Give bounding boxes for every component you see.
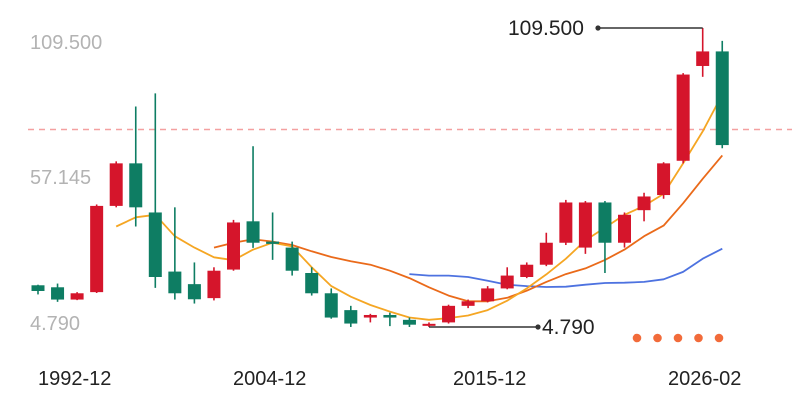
- ma-long-line: [409, 247, 723, 288]
- x-tick-label-1992-12: 1992-12: [38, 368, 111, 390]
- candle-2: [70, 292, 84, 301]
- candle-body: [520, 264, 534, 278]
- candle-10: [227, 219, 240, 271]
- candle-20: [422, 322, 436, 327]
- candle-body: [696, 51, 710, 66]
- pagination-dot-2[interactable]: [653, 333, 662, 343]
- candle-body: [168, 271, 182, 294]
- candle-body: [285, 247, 299, 271]
- candle-body: [383, 314, 397, 318]
- candle-body: [422, 323, 436, 326]
- candle-body: [657, 163, 671, 196]
- candle-4: [109, 161, 123, 208]
- candle-body: [148, 212, 162, 278]
- candle-body: [305, 273, 319, 294]
- candle-body: [31, 285, 45, 291]
- candle-3: [90, 204, 104, 293]
- y-tick-label-mid: 57.145: [30, 167, 91, 189]
- candle-22: [461, 299, 475, 309]
- candle-body: [618, 214, 631, 243]
- candle-27: [559, 199, 573, 246]
- candle-18: [383, 312, 397, 327]
- candle-11: [246, 146, 260, 248]
- candle-body: [90, 205, 104, 293]
- candle-28: [578, 201, 592, 254]
- candle-body: [227, 222, 240, 270]
- candle-25: [520, 262, 534, 279]
- candle-body: [324, 293, 338, 318]
- candle-16: [344, 305, 358, 327]
- candle-5: [129, 106, 143, 227]
- candle-body: [363, 314, 377, 318]
- x-tick-label-2026-02: 2026-02: [668, 368, 741, 390]
- candle-31: [637, 192, 651, 222]
- labels-layer: 109.500 57.145 4.790 1992-12 2004-12 201…: [30, 17, 741, 390]
- ma-short-line: [115, 94, 724, 321]
- candle-30: [618, 212, 631, 248]
- candle-8: [187, 262, 201, 304]
- candle-15: [324, 288, 338, 319]
- pagination-dot-4[interactable]: [694, 333, 703, 343]
- candle-35: [715, 40, 729, 149]
- candle-body: [481, 288, 495, 302]
- candle-7: [168, 207, 182, 300]
- candle-13: [285, 241, 299, 276]
- candle-body: [442, 305, 456, 323]
- candle-body: [461, 301, 475, 306]
- candle-body: [109, 163, 123, 206]
- candle-body: [539, 242, 553, 265]
- candle-6: [148, 93, 162, 288]
- pagination-dot-5[interactable]: [714, 333, 724, 343]
- candle-1: [51, 283, 65, 302]
- pagination-dot-1[interactable]: [632, 333, 642, 343]
- min-value-annotation: 4.790: [542, 316, 595, 339]
- candle-body: [578, 202, 592, 248]
- candle-body: [715, 51, 729, 146]
- candle-9: [207, 267, 221, 301]
- pagination-dot-3[interactable]: [673, 333, 683, 343]
- moving-average-layer: [115, 94, 724, 321]
- candle-0: [31, 284, 45, 295]
- candle-body: [344, 310, 358, 324]
- candle-body: [500, 275, 514, 289]
- candle-23: [481, 286, 495, 303]
- candle-body: [637, 196, 651, 211]
- x-tick-label-2015-12: 2015-12: [453, 368, 526, 390]
- candle-14: [305, 267, 319, 296]
- candle-body: [598, 202, 612, 243]
- x-tick-label-2004-12: 2004-12: [233, 368, 306, 390]
- candle-32: [657, 162, 671, 199]
- candle-21: [442, 304, 456, 324]
- candles-layer: [31, 28, 729, 327]
- candle-body: [51, 287, 65, 300]
- ma-mid-line: [213, 154, 723, 303]
- candle-body: [559, 202, 573, 243]
- candle-24: [500, 267, 514, 290]
- candle-body: [266, 241, 280, 244]
- min-leader-dot: [535, 324, 541, 330]
- max-leader-dot: [595, 25, 601, 31]
- candle-body: [676, 74, 690, 161]
- candle-12: [266, 212, 280, 260]
- pagination-dots[interactable]: [632, 333, 724, 343]
- candle-body: [207, 270, 221, 299]
- candle-33: [676, 73, 690, 164]
- candle-body: [246, 221, 260, 243]
- candle-17: [363, 313, 377, 323]
- candle-34: [696, 28, 710, 77]
- y-tick-label-min: 4.790: [30, 313, 80, 335]
- candle-body: [129, 163, 143, 208]
- y-tick-label-max: 109.500: [30, 32, 102, 54]
- candle-29: [598, 201, 612, 274]
- candle-19: [402, 317, 416, 327]
- candle-26: [539, 232, 553, 267]
- annotation-leader-layer: [429, 25, 703, 330]
- candle-body: [187, 284, 201, 300]
- max-value-annotation: 109.500: [508, 17, 584, 40]
- candle-body: [70, 293, 84, 300]
- candle-body: [402, 319, 416, 325]
